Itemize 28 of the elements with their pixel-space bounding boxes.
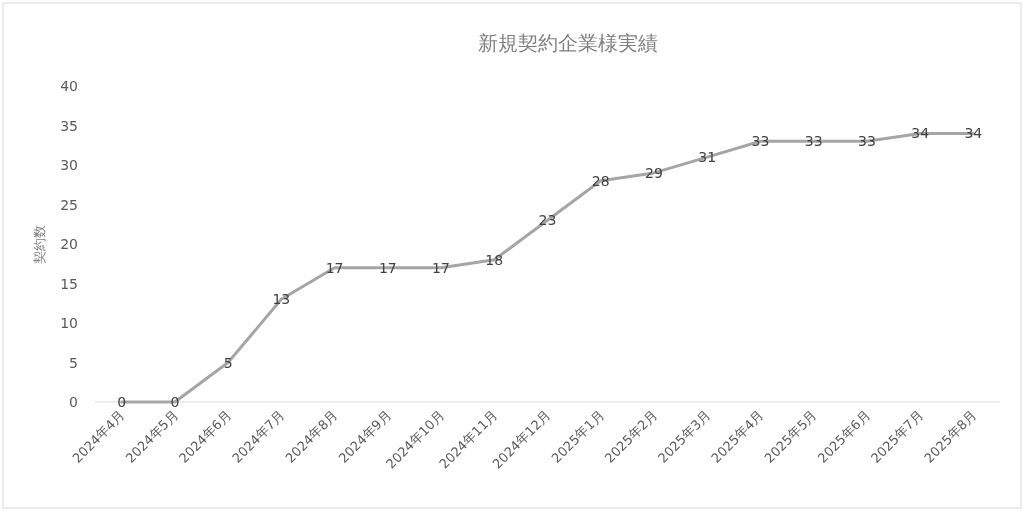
- data-label: 33: [858, 133, 876, 150]
- y-tick-label: 30: [60, 157, 78, 173]
- y-tick-label: 5: [69, 354, 78, 371]
- data-label: 31: [698, 149, 717, 166]
- y-tick-label: 10: [60, 315, 78, 331]
- data-label: 18: [485, 251, 504, 268]
- y-axis-title: 契約数: [32, 224, 47, 264]
- data-label: 33: [751, 133, 770, 150]
- data-label: 23: [538, 212, 557, 229]
- data-label: 17: [432, 259, 450, 276]
- data-label: 13: [272, 291, 291, 308]
- y-tick-label: 15: [60, 275, 78, 292]
- chart-title: 新規契約企業様実績: [477, 31, 658, 55]
- data-label: 34: [911, 125, 930, 142]
- data-label: 17: [325, 259, 344, 276]
- data-label: 28: [591, 172, 610, 189]
- y-tick-label: 25: [60, 196, 78, 213]
- data-label: 5: [223, 354, 233, 371]
- data-label: 29: [645, 164, 663, 181]
- y-tick-label: 40: [60, 78, 78, 94]
- data-label: 17: [378, 259, 397, 276]
- y-tick-label: 0: [69, 394, 78, 410]
- data-label: 0: [170, 394, 180, 410]
- data-label: 34: [964, 125, 983, 142]
- y-tick-label: 35: [60, 117, 78, 134]
- data-label: 0: [117, 394, 127, 410]
- y-tick-label: 20: [60, 236, 78, 252]
- data-label: 33: [804, 133, 823, 150]
